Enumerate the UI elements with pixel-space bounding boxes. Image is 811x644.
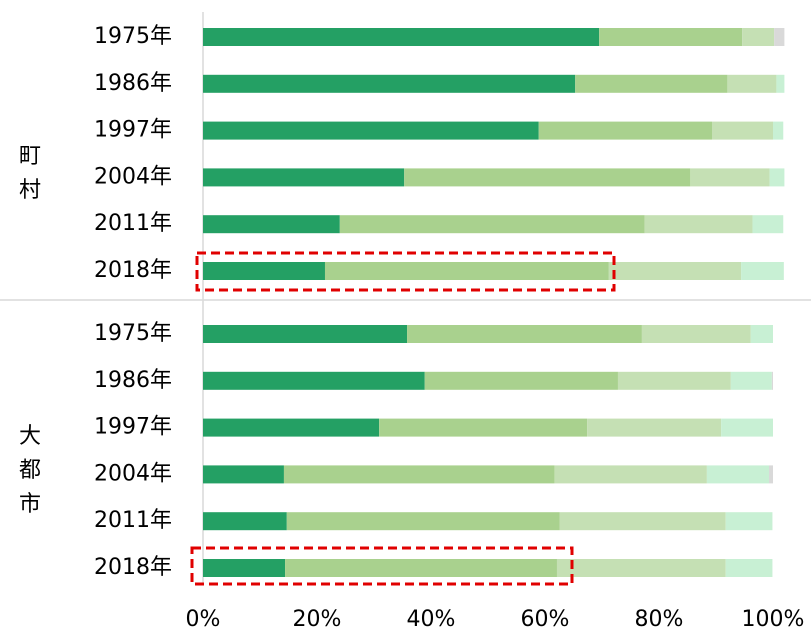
bar-segment — [706, 465, 770, 484]
bar-segment — [324, 262, 609, 280]
x-tick-label: 80% — [635, 607, 684, 632]
bar-segment — [424, 371, 618, 390]
bar-segment — [730, 371, 772, 390]
group-label: 町村 — [19, 144, 41, 203]
bar-segment — [644, 215, 753, 234]
y-tick-label: 1986年 — [94, 368, 172, 393]
bar-segment — [339, 215, 645, 234]
x-tick-label: 40% — [407, 607, 456, 632]
bar-segment — [203, 465, 284, 484]
y-tick-label: 2011年 — [94, 508, 172, 533]
bar-segment — [203, 512, 287, 531]
bar-segment — [538, 121, 713, 140]
x-tick-label: 0% — [186, 607, 221, 632]
bar-segment — [608, 262, 742, 280]
x-tick-label: 20% — [293, 607, 342, 632]
group-label: 大都市 — [19, 424, 41, 517]
bar-segment — [752, 215, 784, 234]
bar-segment — [554, 465, 707, 484]
y-tick-label: 1997年 — [94, 118, 172, 143]
bar-segment — [769, 465, 773, 484]
bar-segment — [587, 418, 722, 437]
bar-segment — [203, 325, 408, 343]
bar-segment — [773, 121, 784, 140]
x-tick-label: 60% — [521, 607, 570, 632]
bar-segment — [407, 325, 642, 343]
bar-segment — [712, 121, 773, 140]
bar-segment — [203, 215, 340, 234]
y-tick-label: 2004年 — [94, 461, 172, 486]
bar-segment — [203, 262, 325, 280]
bar-segment — [727, 74, 777, 93]
highlight-box — [195, 251, 616, 292]
bar-segment — [203, 559, 286, 577]
bar-segment — [721, 418, 773, 437]
bar-segment — [203, 28, 600, 46]
bar-segment — [690, 168, 770, 187]
bar-segment — [285, 559, 557, 577]
y-tick-label: 2011年 — [94, 211, 172, 236]
y-tick-label: 1997年 — [94, 415, 172, 440]
bar-segment — [203, 168, 405, 187]
highlight-box — [190, 546, 574, 586]
bar-segment — [599, 28, 743, 46]
bar-segment — [203, 121, 539, 140]
plot — [203, 28, 785, 577]
bar-segment — [776, 74, 785, 93]
bar-segment — [283, 465, 555, 484]
y-tick-label: 1986年 — [94, 71, 172, 96]
bar-segment — [725, 512, 773, 531]
bar-segment — [750, 325, 773, 343]
y-tick-label: 1975年 — [94, 24, 172, 49]
bar-segment — [556, 559, 726, 577]
bar-segment — [769, 168, 785, 187]
bar-segment — [379, 418, 588, 437]
y-tick-label: 2004年 — [94, 164, 172, 189]
bar-segment — [575, 74, 728, 93]
bar-segment — [404, 168, 691, 187]
y-tick-label: 1975年 — [94, 321, 172, 346]
bar-segment — [742, 28, 775, 46]
bar-segment — [774, 28, 785, 46]
bar-segment — [741, 262, 784, 280]
bar-segment — [286, 512, 560, 531]
bar-segment — [725, 559, 773, 577]
bar-segment — [559, 512, 726, 531]
bar-segment — [617, 371, 731, 390]
y-tick-label: 2018年 — [94, 555, 172, 580]
x-tick-label: 100% — [742, 607, 805, 632]
bar-segment — [203, 74, 576, 93]
bar-segment — [641, 325, 751, 343]
bar-segment — [203, 418, 380, 437]
bar-segment — [203, 371, 425, 390]
y-tick-label: 2018年 — [94, 258, 172, 283]
bar-segment — [771, 371, 773, 390]
